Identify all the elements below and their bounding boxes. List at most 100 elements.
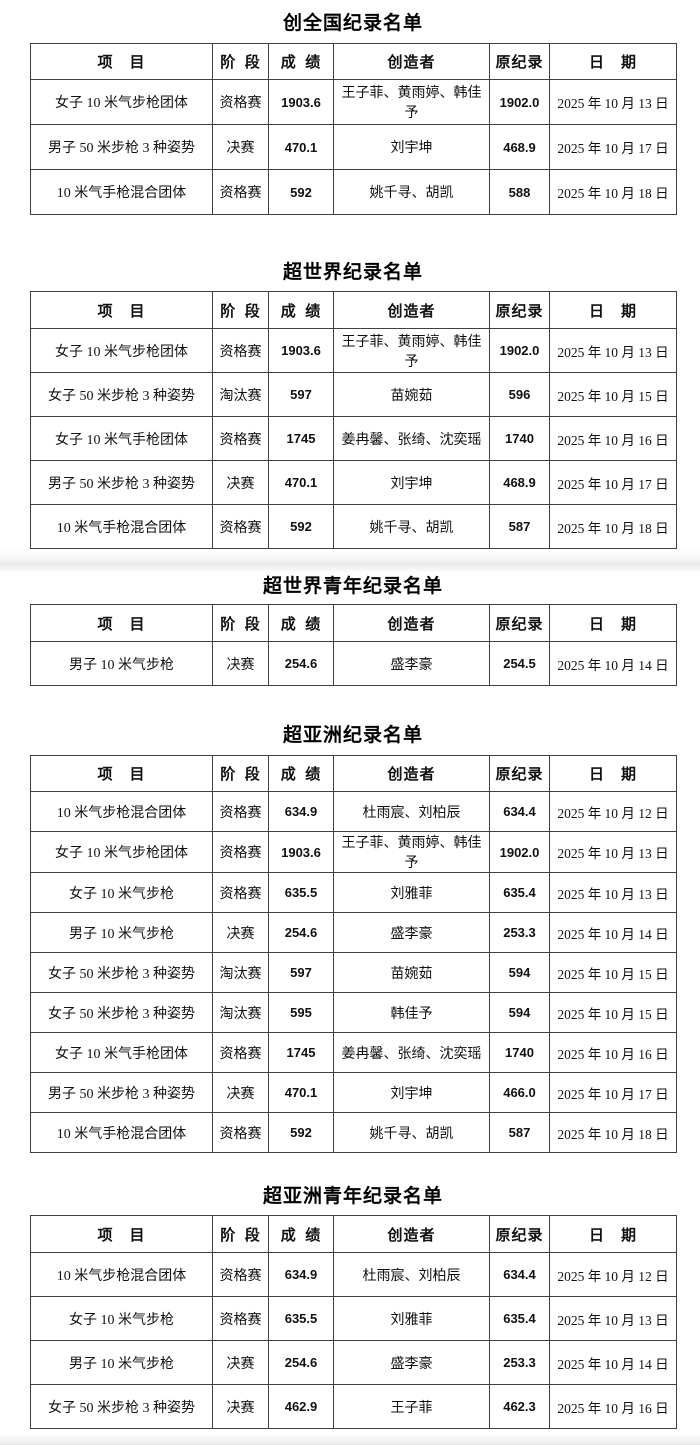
cell-score: 592: [268, 169, 334, 215]
table-row: 10 米气步枪混合团体 资格赛 634.9 杜雨宸、刘柏辰 634.4 2025 年 10…: [30, 791, 677, 832]
cell-creator: 刘雅菲: [333, 872, 490, 913]
cell-score: 462.9: [268, 1384, 334, 1429]
cell-creator: 王子菲、黄雨婷、韩佳予: [333, 328, 490, 373]
cell-creator: 刘宇坤: [333, 124, 490, 170]
cell-score: 1903.6: [268, 328, 334, 373]
cell-stage: 淘汰赛: [212, 952, 269, 993]
cell-old-record: 587: [489, 1112, 550, 1153]
column-header: 原纪录: [489, 1215, 550, 1253]
cell-score: 470.1: [268, 124, 334, 170]
section-title: 超亚洲青年纪录名单: [262, 1186, 443, 1207]
cell-date: 2025 年 10 月 14 日: [549, 641, 677, 686]
cell-stage: 决赛: [212, 124, 269, 170]
cell-event: 女子 10 米气步枪团体: [30, 79, 213, 125]
records-table: 项 目阶 段成 绩创造者 原纪录日 期 女子 10 米气步枪团体 资格赛 1903.6…: [30, 291, 677, 549]
table-row: 女子 10 米气步枪团体 资格赛 1903.6 王子菲、黄雨婷、韩佳予 1902.0 20…: [30, 79, 677, 125]
cell-old-record: 466.0: [489, 1072, 550, 1113]
record-section: 超世界青年纪录名单 项 目阶 段成 绩创造者 原纪录日 期 男子 10 米气步枪决…: [30, 573, 700, 686]
cell-score: 1745: [268, 1032, 334, 1073]
cell-stage: 资格赛: [212, 872, 269, 913]
cell-score: 595: [268, 992, 334, 1033]
cell-date: 2025 年 10 月 16 日: [549, 416, 677, 461]
cell-score: 1903.6: [268, 831, 334, 873]
cell-old-record: 587: [489, 504, 550, 549]
cell-event: 男子 10 米气步枪: [30, 912, 213, 953]
column-header: 日 期: [549, 291, 677, 329]
column-header: 日 期: [549, 604, 677, 642]
page-bottom-shadow: [0, 1434, 700, 1445]
cell-date: 2025 年 10 月 18 日: [549, 504, 677, 549]
cell-stage: 决赛: [212, 460, 269, 505]
cell-event: 10 米气步枪混合团体: [30, 1252, 213, 1297]
cell-creator: 刘宇坤: [333, 1072, 490, 1113]
cell-old-record: 462.3: [489, 1384, 550, 1429]
cell-score: 254.6: [268, 1340, 334, 1385]
table-row: 男子 10 米气步枪 决赛 254.6 盛李豪 253.3 2025 年 10 月 14 …: [30, 1340, 677, 1385]
cell-stage: 资格赛: [212, 79, 269, 125]
cell-creator: 盛李豪: [333, 641, 490, 686]
cell-stage: 决赛: [212, 1340, 269, 1385]
cell-score: 635.5: [268, 1296, 334, 1341]
column-header: 成 绩: [268, 291, 334, 329]
cell-creator: 王子菲、黄雨婷、韩佳予: [333, 831, 490, 873]
header-row: 项 目阶 段成 绩创造者 原纪录日 期: [30, 604, 677, 642]
cell-date: 2025 年 10 月 13 日: [549, 328, 677, 373]
cell-creator: 姜冉馨、张绮、沈奕瑶: [333, 1032, 490, 1073]
cell-old-record: 594: [489, 992, 550, 1033]
cell-stage: 资格赛: [212, 1296, 269, 1341]
cell-score: 470.1: [268, 460, 334, 505]
records-table: 项 目阶 段成 绩创造者 原纪录日 期 男子 10 米气步枪 决赛 254.6 盛李豪 2…: [30, 604, 677, 686]
records-table: 项 目阶 段成 绩创造者 原纪录日 期 10 米气步枪混合团体 资格赛 634.9 杜雨…: [30, 1215, 677, 1429]
table-row: 女子 10 米气手枪团体 资格赛 1745 姜冉馨、张绮、沈奕瑶 1740 2025 年 …: [30, 416, 677, 461]
cell-date: 2025 年 10 月 12 日: [549, 1252, 677, 1297]
column-header: 成 绩: [268, 755, 334, 792]
column-header: 项 目: [30, 291, 213, 329]
table-row: 男子 50 米步枪 3 种姿势 决赛 470.1 刘宇坤 468.9 2025 年 10 …: [30, 124, 677, 170]
header-row: 项 目阶 段成 绩创造者 原纪录日 期: [30, 291, 677, 329]
cell-event: 10 米气手枪混合团体: [30, 1112, 213, 1153]
cell-stage: 淘汰赛: [212, 372, 269, 417]
cell-old-record: 588: [489, 169, 550, 215]
header-row: 项 目阶 段成 绩创造者 原纪录日 期: [30, 1215, 677, 1253]
cell-score: 254.6: [268, 912, 334, 953]
column-header: 原纪录: [489, 291, 550, 329]
column-header: 原纪录: [489, 604, 550, 642]
records-table: 项 目阶 段成 绩创造者 原纪录日 期 10 米气步枪混合团体 资格赛 634.9 杜雨…: [30, 755, 677, 1153]
table-row: 女子 10 米气步枪团体 资格赛 1903.6 王子菲、黄雨婷、韩佳予 1902.0 20…: [30, 831, 677, 873]
cell-date: 2025 年 10 月 18 日: [549, 169, 677, 215]
cell-old-record: 253.3: [489, 912, 550, 953]
cell-date: 2025 年 10 月 12 日: [549, 791, 677, 832]
table-row: 女子 10 米气步枪 资格赛 635.5 刘雅菲 635.4 2025 年 10 月 13…: [30, 1296, 677, 1341]
table-row: 男子 50 米步枪 3 种姿势 决赛 470.1 刘宇坤 466.0 2025 年 10 …: [30, 1072, 677, 1113]
table-row: 女子 50 米步枪 3 种姿势 淘汰赛 597 苗婉茹 596 2025 年 10 月 1…: [30, 372, 677, 417]
cell-stage: 决赛: [212, 641, 269, 686]
cell-creator: 姜冉馨、张绮、沈奕瑶: [333, 416, 490, 461]
table-row: 女子 50 米步枪 3 种姿势 淘汰赛 597 苗婉茹 594 2025 年 10 月 1…: [30, 952, 677, 993]
column-header: 阶 段: [212, 755, 269, 792]
cell-date: 2025 年 10 月 13 日: [549, 1296, 677, 1341]
table-row: 女子 50 米步枪 3 种姿势 决赛 462.9 王子菲 462.3 2025 年 10 …: [30, 1384, 677, 1429]
cell-stage: 资格赛: [212, 416, 269, 461]
cell-date: 2025 年 10 月 15 日: [549, 992, 677, 1033]
column-header: 原纪录: [489, 755, 550, 792]
cell-date: 2025 年 10 月 13 日: [549, 831, 677, 873]
cell-event: 女子 50 米步枪 3 种姿势: [30, 952, 213, 993]
cell-old-record: 254.5: [489, 641, 550, 686]
column-header: 阶 段: [212, 1215, 269, 1253]
column-header: 项 目: [30, 755, 213, 792]
cell-old-record: 596: [489, 372, 550, 417]
table-row: 女子 10 米气步枪团体 资格赛 1903.6 王子菲、黄雨婷、韩佳予 1902.0 20…: [30, 328, 677, 373]
column-header: 创造者: [333, 604, 490, 642]
cell-old-record: 1902.0: [489, 328, 550, 373]
table-row: 女子 10 米气步枪 资格赛 635.5 刘雅菲 635.4 2025 年 10 月 13…: [30, 872, 677, 913]
cell-event: 男子 50 米步枪 3 种姿势: [30, 124, 213, 170]
cell-event: 女子 10 米气手枪团体: [30, 416, 213, 461]
cell-creator: 苗婉茹: [333, 952, 490, 993]
column-header: 项 目: [30, 604, 213, 642]
cell-event: 10 米气步枪混合团体: [30, 791, 213, 832]
cell-old-record: 1740: [489, 416, 550, 461]
column-header: 原纪录: [489, 43, 550, 80]
record-section: 创全国纪录名单 项 目阶 段成 绩创造者 原纪录日 期 女子 10 米气步枪团体资…: [30, 10, 700, 215]
cell-old-record: 635.4: [489, 872, 550, 913]
